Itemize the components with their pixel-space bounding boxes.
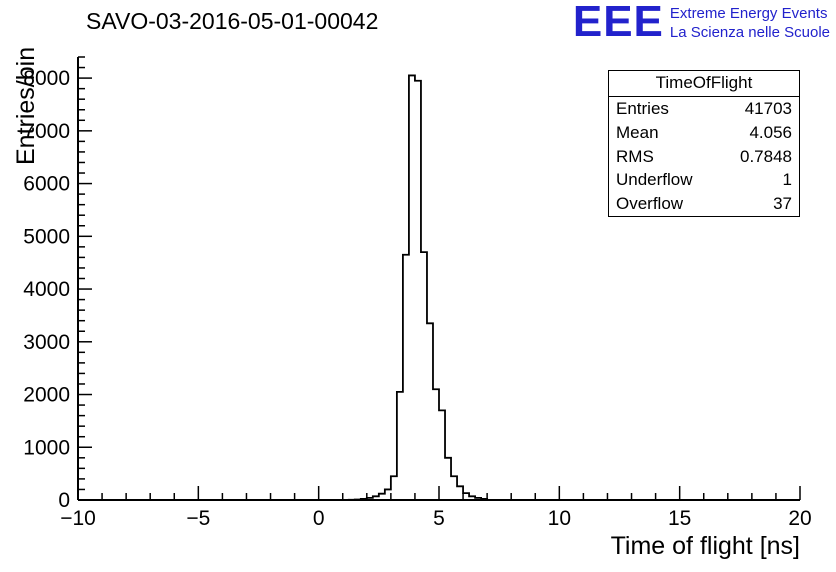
stats-row: RMS 0.7848	[609, 145, 799, 169]
y-tick-label: 7000	[23, 120, 70, 143]
stats-row: Mean 4.056	[609, 121, 799, 145]
y-axis-title: Entries/bin	[12, 47, 40, 165]
x-tick-label: 10	[548, 507, 571, 530]
y-tick-label: 8000	[23, 67, 70, 90]
stats-label: Entries	[616, 99, 669, 118]
x-tick-label: −5	[186, 507, 210, 530]
y-tick-label: 6000	[23, 173, 70, 196]
x-tick-label: 5	[433, 507, 445, 530]
stats-title: TimeOfFlight	[609, 71, 799, 97]
y-tick-label: 1000	[23, 436, 70, 459]
stats-label: Underflow	[616, 170, 693, 190]
eee-logo: EEE Extreme Energy Events La Scienza nel…	[572, 0, 830, 46]
stats-row: Overflow 37	[609, 192, 799, 216]
eee-logo-caption: Extreme Energy Events La Scienza nelle S…	[670, 2, 830, 43]
stats-box: TimeOfFlight Entries 41703 Mean 4.056 RM…	[608, 70, 800, 217]
stats-value: 41703	[744, 99, 792, 118]
y-tick-label: 0	[58, 489, 70, 512]
stats-label: Mean	[616, 122, 659, 142]
eee-logo-text: EEE	[572, 0, 664, 46]
stats-value: 0.7848	[740, 146, 792, 166]
x-axis-title: Time of flight [ns]	[611, 532, 800, 560]
page-title: SAVO-03-2016-05-01-00042	[86, 8, 379, 34]
stats-row: Entries 41703	[609, 97, 799, 121]
x-tick-label: 15	[668, 507, 691, 530]
y-tick-label: 4000	[23, 278, 70, 301]
y-tick-label: 5000	[23, 225, 70, 248]
x-tick-label: 0	[313, 507, 325, 530]
plot-content: −10 −5 0 5 10 15 20 0 1000 2000 3000 4000 5000 6000 70…	[23, 56, 812, 530]
y-tick-label: 2000	[23, 384, 70, 407]
histogram-step-line	[78, 74, 800, 501]
stats-label: Overflow	[616, 194, 684, 213]
x-tick-label: −10	[60, 507, 96, 530]
logo-line-1: Extreme Energy Events	[669, 5, 828, 22]
logo-line-2: La Scienza nelle Scuole	[669, 23, 830, 41]
y-tick-label: 3000	[23, 331, 70, 354]
x-tick-label: 20	[788, 507, 811, 530]
stats-value: 4.056	[749, 122, 792, 142]
stats-value: 37	[773, 194, 792, 213]
stats-value: 1	[782, 170, 792, 190]
stats-row: Underflow 1	[609, 168, 799, 192]
stats-label: RMS	[616, 146, 654, 166]
